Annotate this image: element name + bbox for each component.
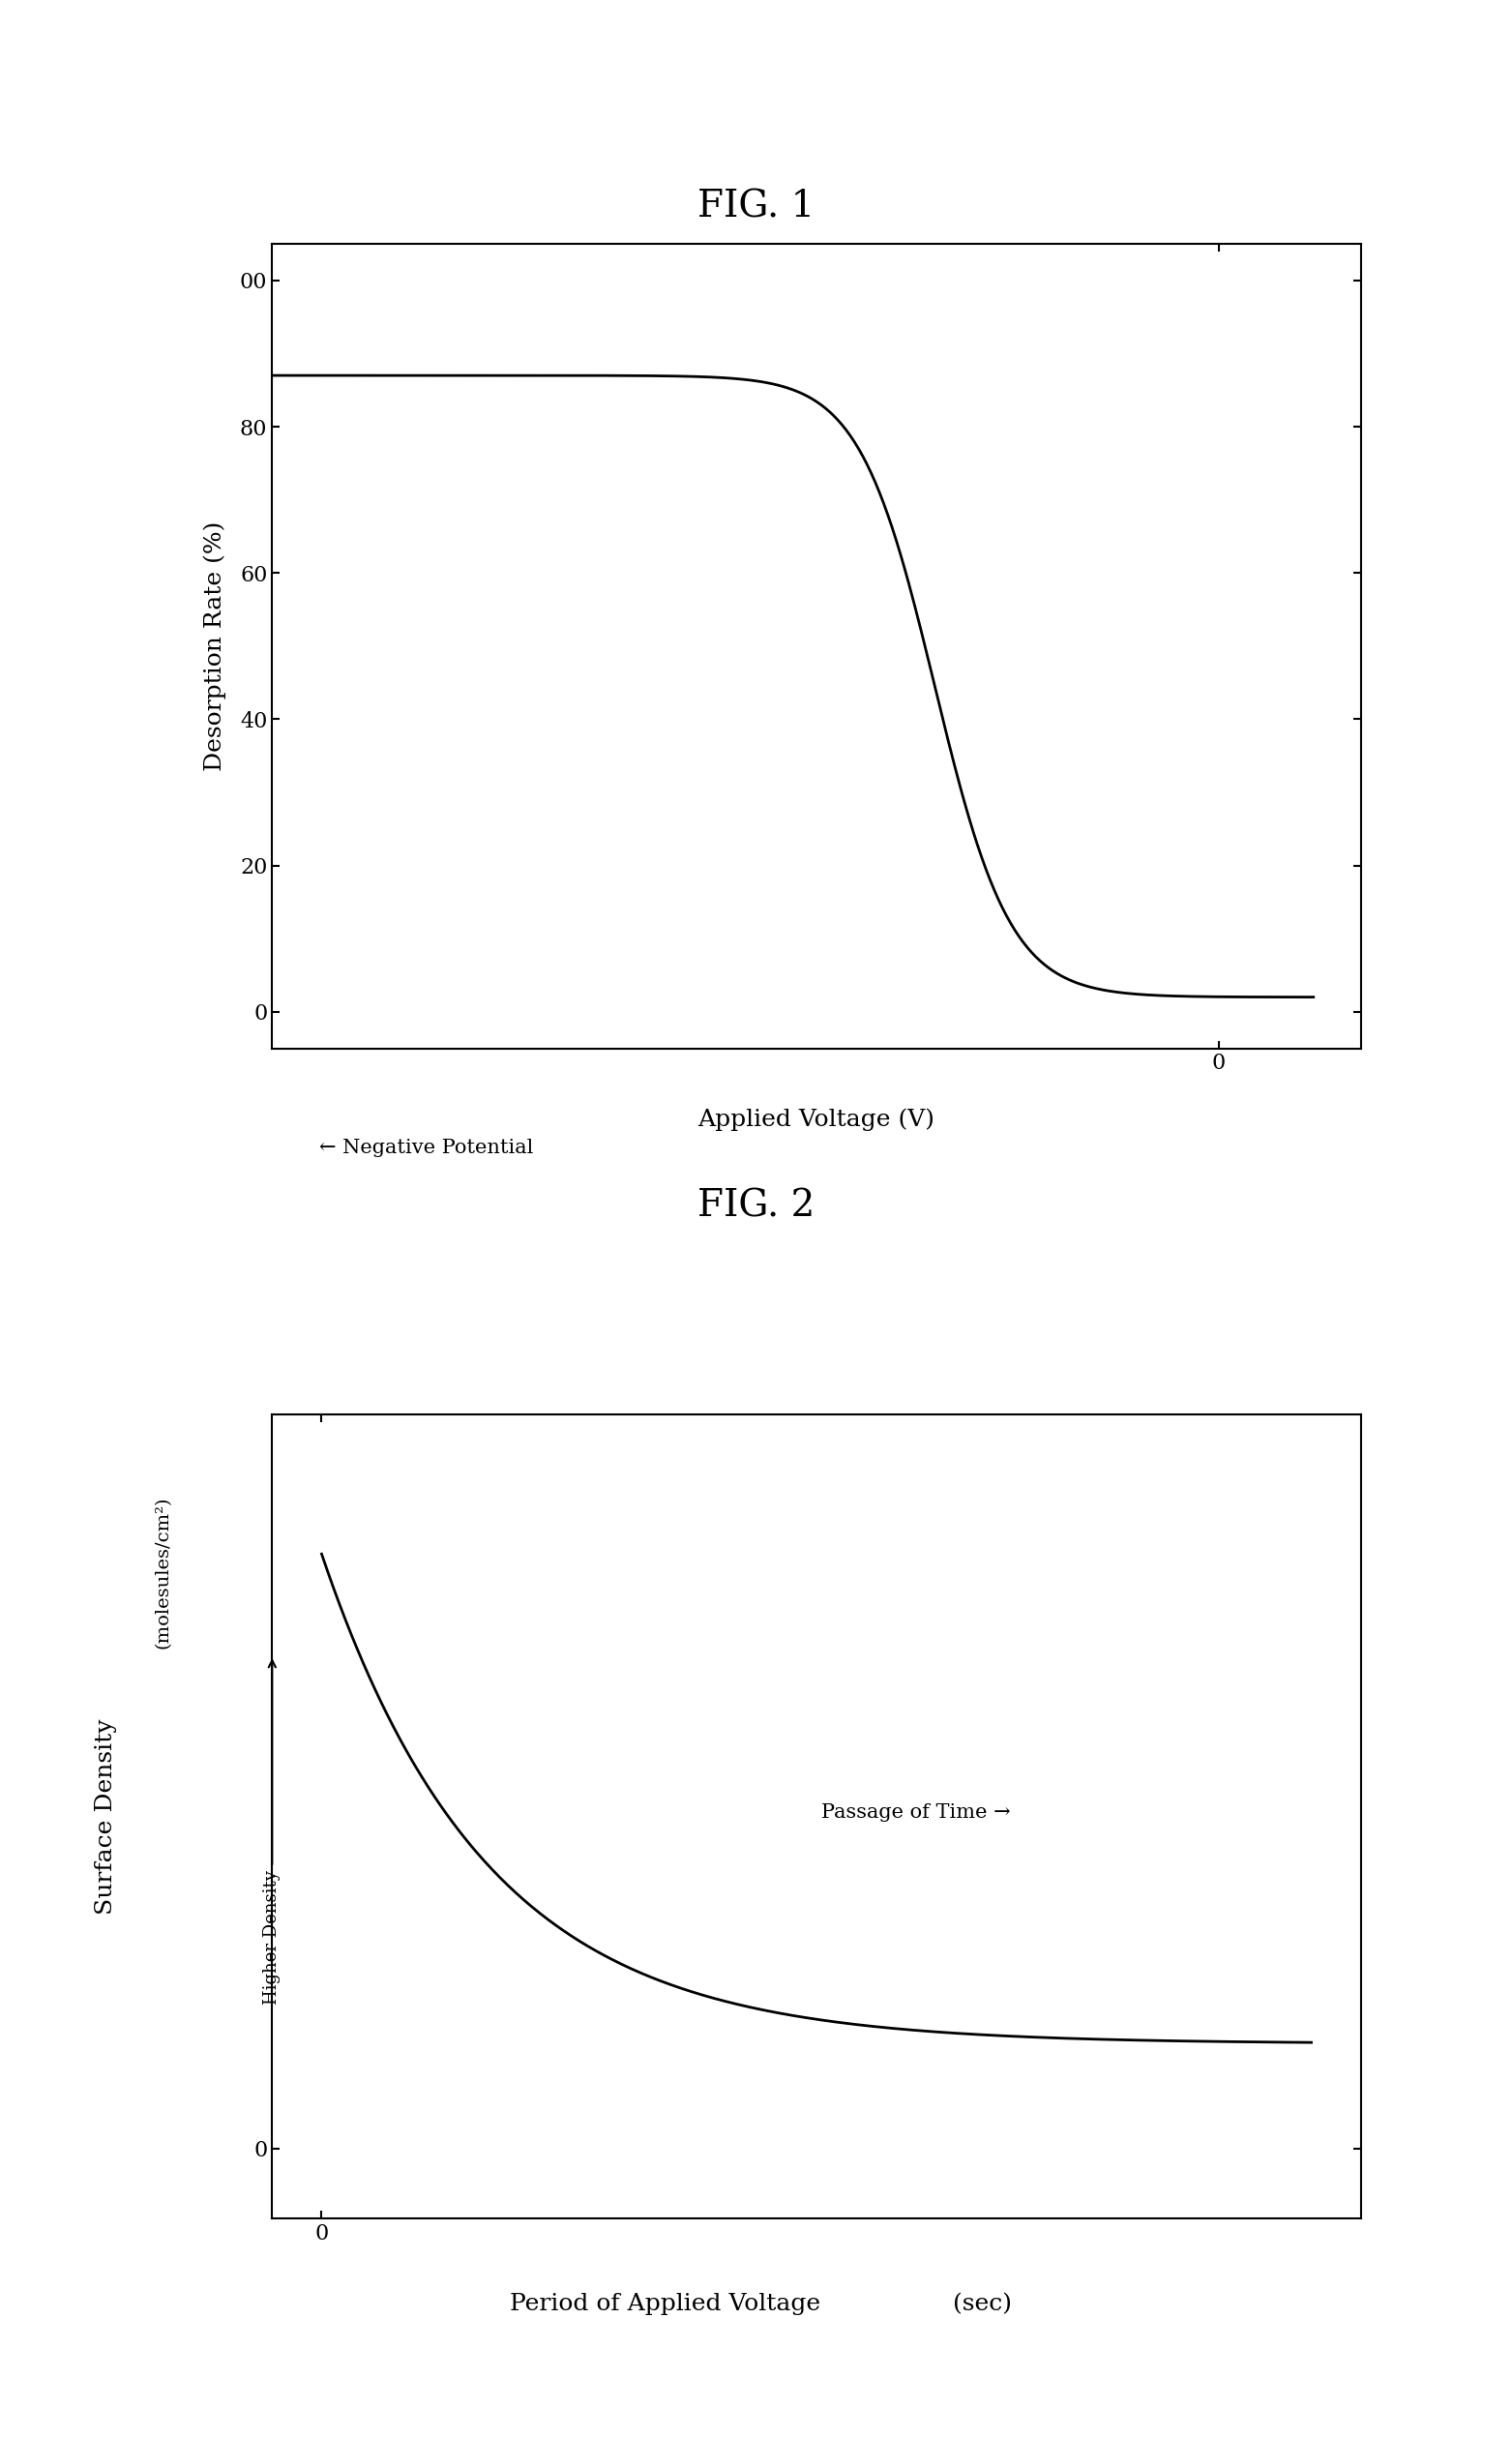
Text: Period of Applied Voltage: Period of Applied Voltage xyxy=(510,2292,821,2316)
Text: ← Negative Potential: ← Negative Potential xyxy=(319,1139,534,1156)
X-axis label: Applied Voltage (V): Applied Voltage (V) xyxy=(699,1107,934,1131)
Text: (sec): (sec) xyxy=(953,2292,1013,2316)
Text: Higher Density: Higher Density xyxy=(263,1660,281,2004)
Text: Passage of Time →: Passage of Time → xyxy=(821,1804,1010,1821)
Text: FIG. 1: FIG. 1 xyxy=(697,190,815,224)
Text: Surface Density: Surface Density xyxy=(95,1719,116,1914)
Text: (molesules/cm²): (molesules/cm²) xyxy=(154,1497,172,1648)
Y-axis label: Desorption Rate (%): Desorption Rate (%) xyxy=(204,522,227,770)
Text: FIG. 2: FIG. 2 xyxy=(697,1190,815,1224)
